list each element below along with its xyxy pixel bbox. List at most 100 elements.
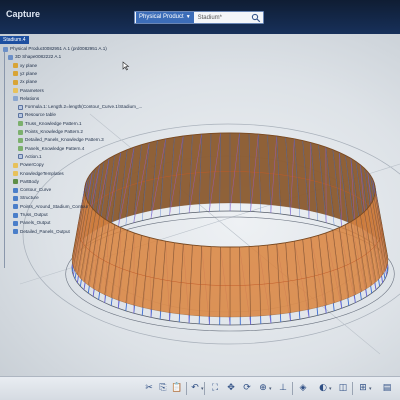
tree-item[interactable]: Action.1 [18,153,42,161]
truss-member [267,134,272,213]
truss-member [276,135,282,215]
truss-diagonal [133,142,150,223]
tree-item[interactable]: yz plane [13,70,37,78]
tree-item-label: xy plane [20,62,38,68]
panel-band [259,172,270,174]
panel-band [337,265,345,270]
panel-band [330,185,338,189]
panel-band [162,279,172,282]
truss-diagonal [118,147,135,228]
tree-item[interactable]: Resource table [18,111,56,119]
search-field[interactable]: Physical Product ▼ Stadium* [134,11,264,24]
3d-viewport[interactable]: Stadium.4 Physical Product0082951 A.1 (p… [0,34,400,376]
hide-show-icon[interactable]: ◫ [338,383,348,393]
panel-band [103,259,110,264]
panel-band [297,177,307,180]
panel-band [77,232,80,237]
tree-item[interactable]: Formula.1: Length.2=length(Contour_Curve… [18,103,142,111]
truss-member [150,140,158,219]
tree-item[interactable]: Panels_Output [13,219,50,227]
cut-icon[interactable]: ✂ [145,383,153,393]
truss-member [332,149,342,228]
tree-item[interactable]: Truss_Output [13,211,48,219]
search-input[interactable]: Stadium* [197,14,222,21]
tree-item-label: Formula.1: Length.2=length(Contour_Curve… [25,104,143,110]
tree-item[interactable]: 3D Shape0082222 A.1 [8,53,61,61]
search-scope-dropdown[interactable]: Physical Product ▼ [136,12,194,23]
tree-item[interactable]: Points_Knowledge Pattern.2 [18,128,83,136]
panel-band [278,280,289,283]
tree-item-label: Detailed_Panels_Output [20,228,70,234]
undo-icon[interactable]: ↶ [191,383,199,393]
truss-member [118,149,128,228]
tree-item[interactable]: Detailed_Panels_Output [13,228,70,236]
render-style-icon[interactable]: ◐ [319,383,327,393]
normal-view-icon[interactable]: ⊥ [279,383,287,393]
zoom-icon[interactable]: ⊕ [259,383,267,393]
panel-band [115,187,123,192]
tree-item[interactable]: Points_Around_Stadium_Contour [13,203,88,211]
geom-icon [13,187,18,193]
chevron-down-icon[interactable]: ▾ [329,386,332,392]
truss-member [325,147,335,226]
chevron-down-icon[interactable]: ▾ [201,386,204,392]
tree-item-label: Panels_Knowledge Pattern.4 [25,145,85,151]
chevron-down-icon[interactable]: ▾ [269,386,272,392]
chevron-down-icon[interactable]: ▾ [369,386,372,392]
panel-band [115,265,123,270]
measure-icon[interactable]: ⊞ [359,383,367,393]
tree-item-label: Detailed_Panels_Knowledge Pattern.3 [25,137,104,143]
tree-item[interactable]: Structure [13,194,39,202]
panel-band [350,193,357,198]
tree-item[interactable]: Panels_Knowledge Pattern.4 [18,145,84,153]
truss-diagonal [229,133,240,211]
roof-panel [219,246,231,318]
tree-item[interactable]: xy plane [13,62,37,70]
tree-item[interactable]: Truss_Knowledge Pattern.1 [18,120,82,128]
panel-band [129,183,138,186]
panel-band [344,190,351,195]
rotate-icon[interactable]: ⟳ [243,383,251,393]
panel-band [361,253,367,258]
tree-root-tab[interactable]: Stadium.4 [0,36,29,44]
tree-connector-line [4,48,5,268]
truss-member [125,147,135,226]
tree-item-label: Contour_Curve [20,187,52,193]
panel-band [171,280,182,283]
truss-diagonal [308,142,312,219]
toolbar-separator [292,382,293,395]
tree-item[interactable]: Relations [13,95,39,103]
copy-icon[interactable]: ⎘ [159,383,167,393]
chevron-down-icon: ▼ [185,14,191,20]
paste-icon[interactable]: 📋 [171,383,183,393]
tree-item[interactable]: Parameters [13,87,44,95]
panel-band [145,275,154,279]
search-scope-label: Physical Product [139,14,184,20]
tree-item[interactable]: PowerCopy [13,161,44,169]
panel-band [322,183,331,186]
panel-band [379,235,382,240]
pan-icon[interactable]: ✥ [227,383,235,393]
tree-item[interactable]: KnowledgeTemplates [13,170,64,178]
tree-item[interactable]: Physical Product0082951 A.1 (prd0082951 … [3,45,107,53]
tree-item[interactable]: zx plane [13,78,37,86]
panel-band [259,283,270,285]
product-icon [3,46,8,52]
stadium-3d-model[interactable] [0,34,400,376]
tree-item-label: Resource table [25,112,56,118]
fit-all-icon[interactable]: ⛶ [211,383,219,393]
panel-band [366,250,371,254]
layer-icon[interactable]: ▤ [382,383,392,393]
tree-item[interactable]: Contour_Curve [13,186,51,194]
panel-band [376,239,380,244]
tree-item-label: PartBody [20,178,39,184]
panel-band [374,243,378,247]
search-icon[interactable] [251,13,261,23]
plane-icon [13,79,18,85]
tree-item[interactable]: Detailed_Panels_Knowledge Pattern.3 [18,136,104,144]
formula-icon [18,112,23,118]
tree-item[interactable]: PartBody [13,178,39,186]
tree-item-label: Truss_Output [20,212,48,217]
iso-view-icon[interactable]: ◈ [299,383,307,393]
panel-band [181,282,191,284]
